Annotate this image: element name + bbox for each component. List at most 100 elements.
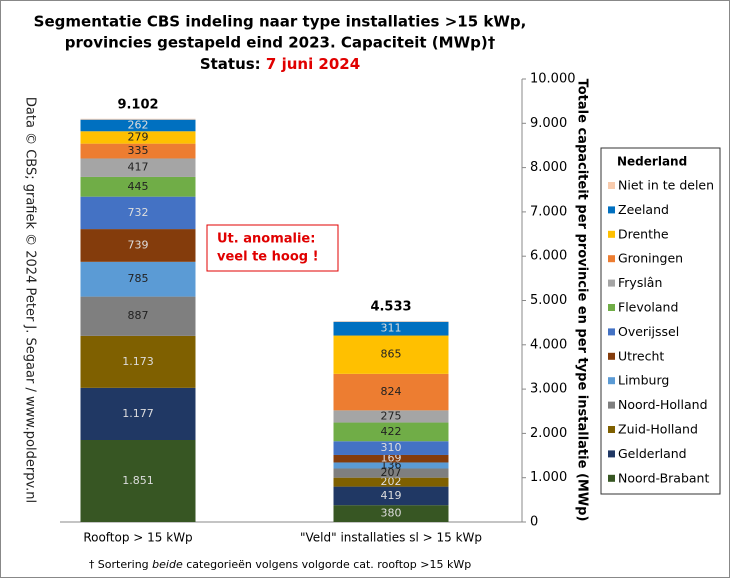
bar-segment [333, 410, 449, 423]
bar-segment [80, 196, 196, 230]
footnote-part: categorieën volgens volgorde cat. roofto… [183, 558, 471, 571]
y-tick-label: 0 [530, 515, 538, 530]
data-label: 1.177 [122, 407, 154, 420]
legend-label: Drenthe [618, 226, 669, 241]
data-label: 824 [381, 385, 402, 398]
data-label: 311 [381, 322, 402, 335]
bar-segment [80, 131, 196, 144]
bar-segment [333, 373, 449, 411]
y-tick-label: 1.000 [530, 470, 567, 485]
legend-swatch [608, 230, 615, 238]
data-label: 419 [381, 489, 402, 502]
data-label: 739 [128, 238, 149, 251]
bar-segment [333, 335, 449, 374]
legend-label: Noord-Holland [618, 397, 708, 412]
legend-label: Zuid-Holland [618, 422, 698, 437]
data-label: 262 [128, 118, 149, 131]
legend-swatch [608, 474, 615, 482]
annotation-box [206, 224, 339, 272]
bar-segment [333, 477, 449, 487]
data-label: 1.851 [122, 474, 154, 487]
y-tick-label: 4.000 [530, 337, 567, 352]
legend-swatch [608, 304, 615, 311]
footnote-part: beide [152, 558, 183, 571]
legend-swatch [608, 377, 615, 385]
bar-segment [80, 229, 196, 262]
data-label: 310 [381, 441, 402, 454]
bar-segment [80, 118, 196, 120]
bar-segment [80, 143, 196, 159]
bar-segment [80, 440, 196, 522]
legend-label: Gelderland [618, 446, 687, 461]
legend-swatch [608, 352, 615, 360]
data-label: 422 [381, 425, 402, 438]
legend-swatch [608, 426, 615, 433]
y-tick-label: 6.000 [530, 249, 567, 264]
legend-label: Groningen [618, 251, 683, 266]
y-tick-label: 3.000 [530, 382, 567, 397]
data-label: 380 [381, 507, 402, 520]
chart-title: provincies gestapeld eind 2023. Capacite… [65, 34, 496, 52]
data-label: 445 [128, 180, 149, 193]
status-label: Status: [200, 55, 266, 73]
data-label: 275 [381, 409, 402, 422]
status-date: 7 juni 2024 [266, 55, 360, 73]
annotation: veel te hoog ! [217, 250, 319, 265]
footnote-part: † Sortering [89, 558, 152, 571]
legend-label: Fryslân [618, 275, 662, 290]
legend-label: Overijssel [618, 324, 679, 339]
legend-swatch [608, 401, 615, 409]
y-tick-label: 7.000 [530, 204, 567, 219]
bar-segment [333, 454, 449, 463]
data-label: 1.173 [122, 355, 154, 368]
legend-label: Utrecht [618, 348, 664, 363]
data-label: 732 [128, 206, 149, 219]
data-label: 202 [381, 475, 402, 488]
legend-title: Nederland [617, 155, 687, 169]
bar-segment [80, 176, 196, 197]
legend-swatch [608, 328, 615, 336]
data-label: 887 [128, 309, 149, 322]
source: Data © CBS; grafiek © 2024 Peter J. Sega… [23, 97, 38, 503]
legend-swatch [608, 450, 615, 458]
bar-segment [80, 387, 196, 441]
bar-segment [333, 505, 449, 522]
data-label: 785 [128, 272, 149, 285]
legend-label: Limburg [618, 373, 669, 388]
legend-swatch [608, 279, 615, 287]
bar-segment [333, 422, 449, 442]
legend-swatch [608, 206, 615, 214]
total-label: 9.102 [117, 97, 158, 112]
annotation: Ut. anomalie: [217, 232, 315, 247]
bar-segment [333, 321, 449, 322]
bar-segment [80, 335, 196, 388]
data-label: 865 [381, 348, 402, 361]
legend-swatch [608, 255, 615, 263]
legend-label: Flevoland [618, 300, 678, 315]
y-tick-label: 2.000 [530, 426, 567, 441]
data-label: 279 [128, 130, 149, 143]
x-tick-label: Rooftop > 15 kWp [83, 531, 192, 545]
chart-title: Segmentatie CBS indeling naar type insta… [34, 13, 527, 31]
bar-segment [80, 158, 196, 177]
legend-swatch [608, 182, 615, 189]
total-label: 4.533 [370, 300, 411, 315]
data-label: 335 [128, 144, 149, 157]
bar-segment [333, 486, 449, 506]
legend-label: Zeeland [618, 202, 669, 217]
bar-segment [333, 462, 449, 469]
y-tick-label: 8.000 [530, 160, 567, 175]
status: Status: 7 juni 2024 [200, 55, 360, 73]
y-tick-label: 5.000 [530, 293, 567, 308]
y-axis-label: Totale capaciteit per provincie en per t… [575, 79, 590, 522]
legend-box [600, 147, 721, 495]
data-label: 207 [381, 466, 402, 479]
data-label: 417 [128, 161, 149, 174]
bar-segment [333, 468, 449, 478]
bar-segment [333, 441, 449, 455]
y-tick-label: 9.000 [530, 116, 567, 131]
footnote: † Sortering beide categorieën volgens vo… [89, 558, 471, 571]
legend-label: Noord-Brabant [618, 470, 709, 485]
x-tick-label: "Veld" installaties sl > 15 kWp [300, 531, 482, 545]
